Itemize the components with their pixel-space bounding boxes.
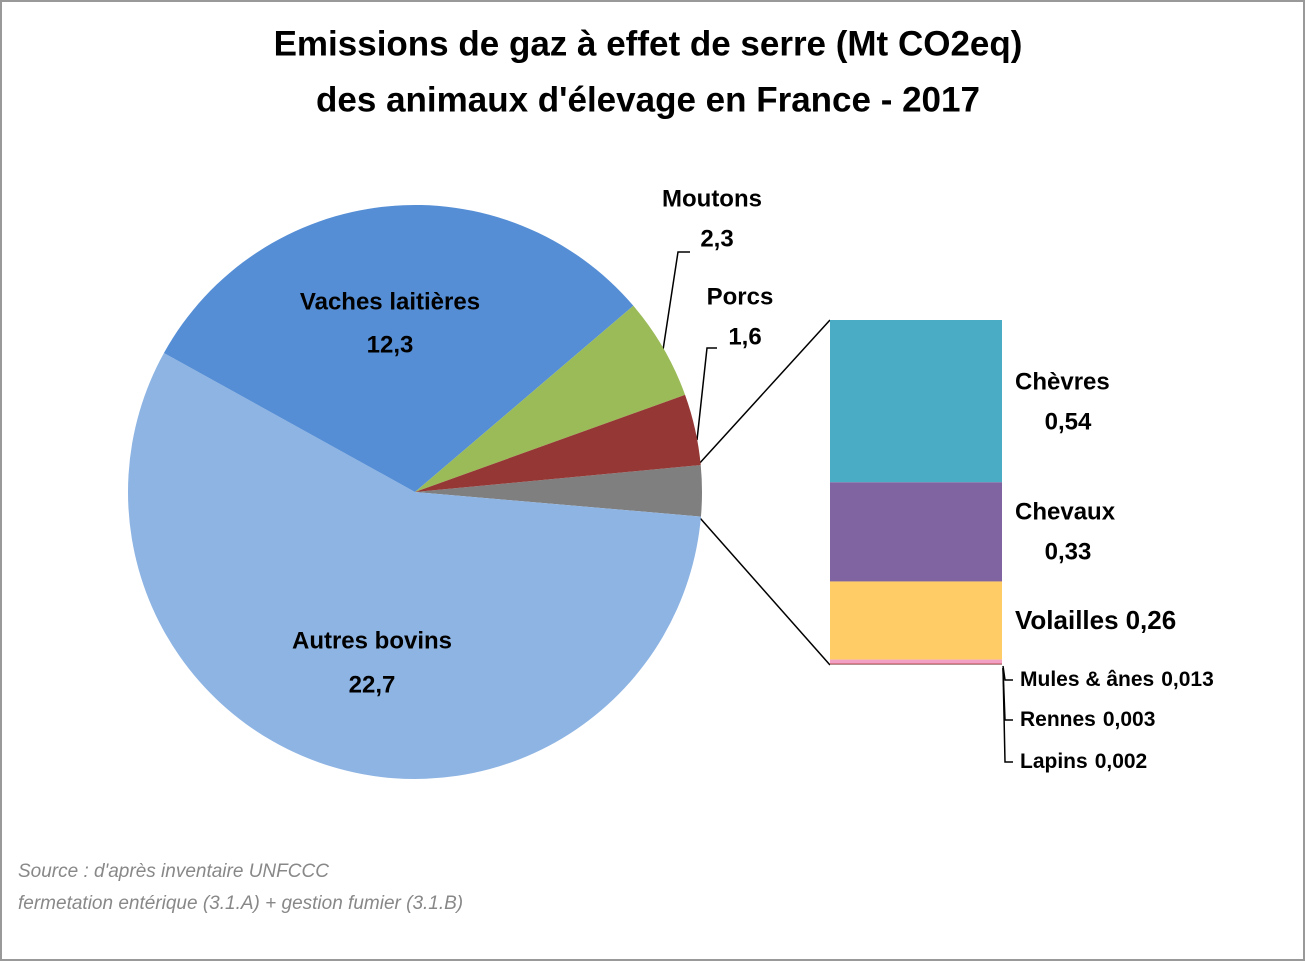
slice-label: Vaches laitières bbox=[300, 288, 480, 315]
pie-slice bbox=[415, 394, 701, 492]
bar-value: 0,002 bbox=[1095, 750, 1148, 773]
bar-segment bbox=[830, 581, 1002, 660]
source-note: fermetation entérique (3.1.A) + gestion … bbox=[18, 893, 463, 914]
slice-label: Porcs bbox=[707, 283, 774, 310]
slice-value: 12,3 bbox=[367, 331, 414, 358]
bar-label: Volailles bbox=[1015, 605, 1119, 635]
bar-label-row: Volailles 0,26 bbox=[1015, 605, 1176, 635]
bar-label: Chèvres bbox=[1015, 368, 1110, 395]
chart-title: des animaux d'élevage en France - 2017 bbox=[316, 80, 980, 119]
bar-segment bbox=[830, 664, 1002, 665]
slice-label: Moutons bbox=[662, 185, 762, 212]
pie-slice bbox=[415, 305, 686, 492]
source-note: Source : d'après inventaire UNFCCC bbox=[18, 861, 329, 882]
bar-segment bbox=[830, 663, 1002, 665]
bar-segment bbox=[830, 320, 1002, 483]
pie-slice-group bbox=[128, 205, 702, 779]
bar-label: Mules & ânes bbox=[1020, 668, 1154, 691]
pie-slice bbox=[415, 464, 702, 517]
bar-value: 0,26 bbox=[1126, 605, 1177, 635]
bar-label-row: Mules & ânes 0,013 bbox=[1020, 668, 1214, 691]
slice-value: 1,6 bbox=[728, 323, 761, 350]
bar-value: 0,003 bbox=[1103, 708, 1156, 731]
pie-slice bbox=[128, 352, 701, 779]
bar-label: Lapins bbox=[1020, 750, 1088, 773]
bar-value: 0,013 bbox=[1161, 668, 1214, 691]
bar-label: Rennes bbox=[1020, 708, 1096, 731]
leader-lines bbox=[662, 251, 1013, 763]
bar-label: Chevaux bbox=[1015, 498, 1116, 525]
bar-segment bbox=[830, 659, 1002, 664]
chart-title: Emissions de gaz à effet de serre (Mt CO… bbox=[274, 24, 1023, 63]
bar-label-row: Rennes 0,003 bbox=[1020, 708, 1155, 731]
bar-segment bbox=[830, 482, 1002, 582]
bar-value: 0,33 bbox=[1045, 538, 1092, 565]
slice-value: 22,7 bbox=[349, 671, 396, 698]
pie-slice bbox=[163, 205, 634, 492]
bar-label-row: Lapins 0,002 bbox=[1020, 750, 1147, 773]
slice-value: 2,3 bbox=[700, 225, 733, 252]
bar-value: 0,54 bbox=[1045, 408, 1092, 435]
slice-label: Autres bovins bbox=[292, 627, 452, 654]
